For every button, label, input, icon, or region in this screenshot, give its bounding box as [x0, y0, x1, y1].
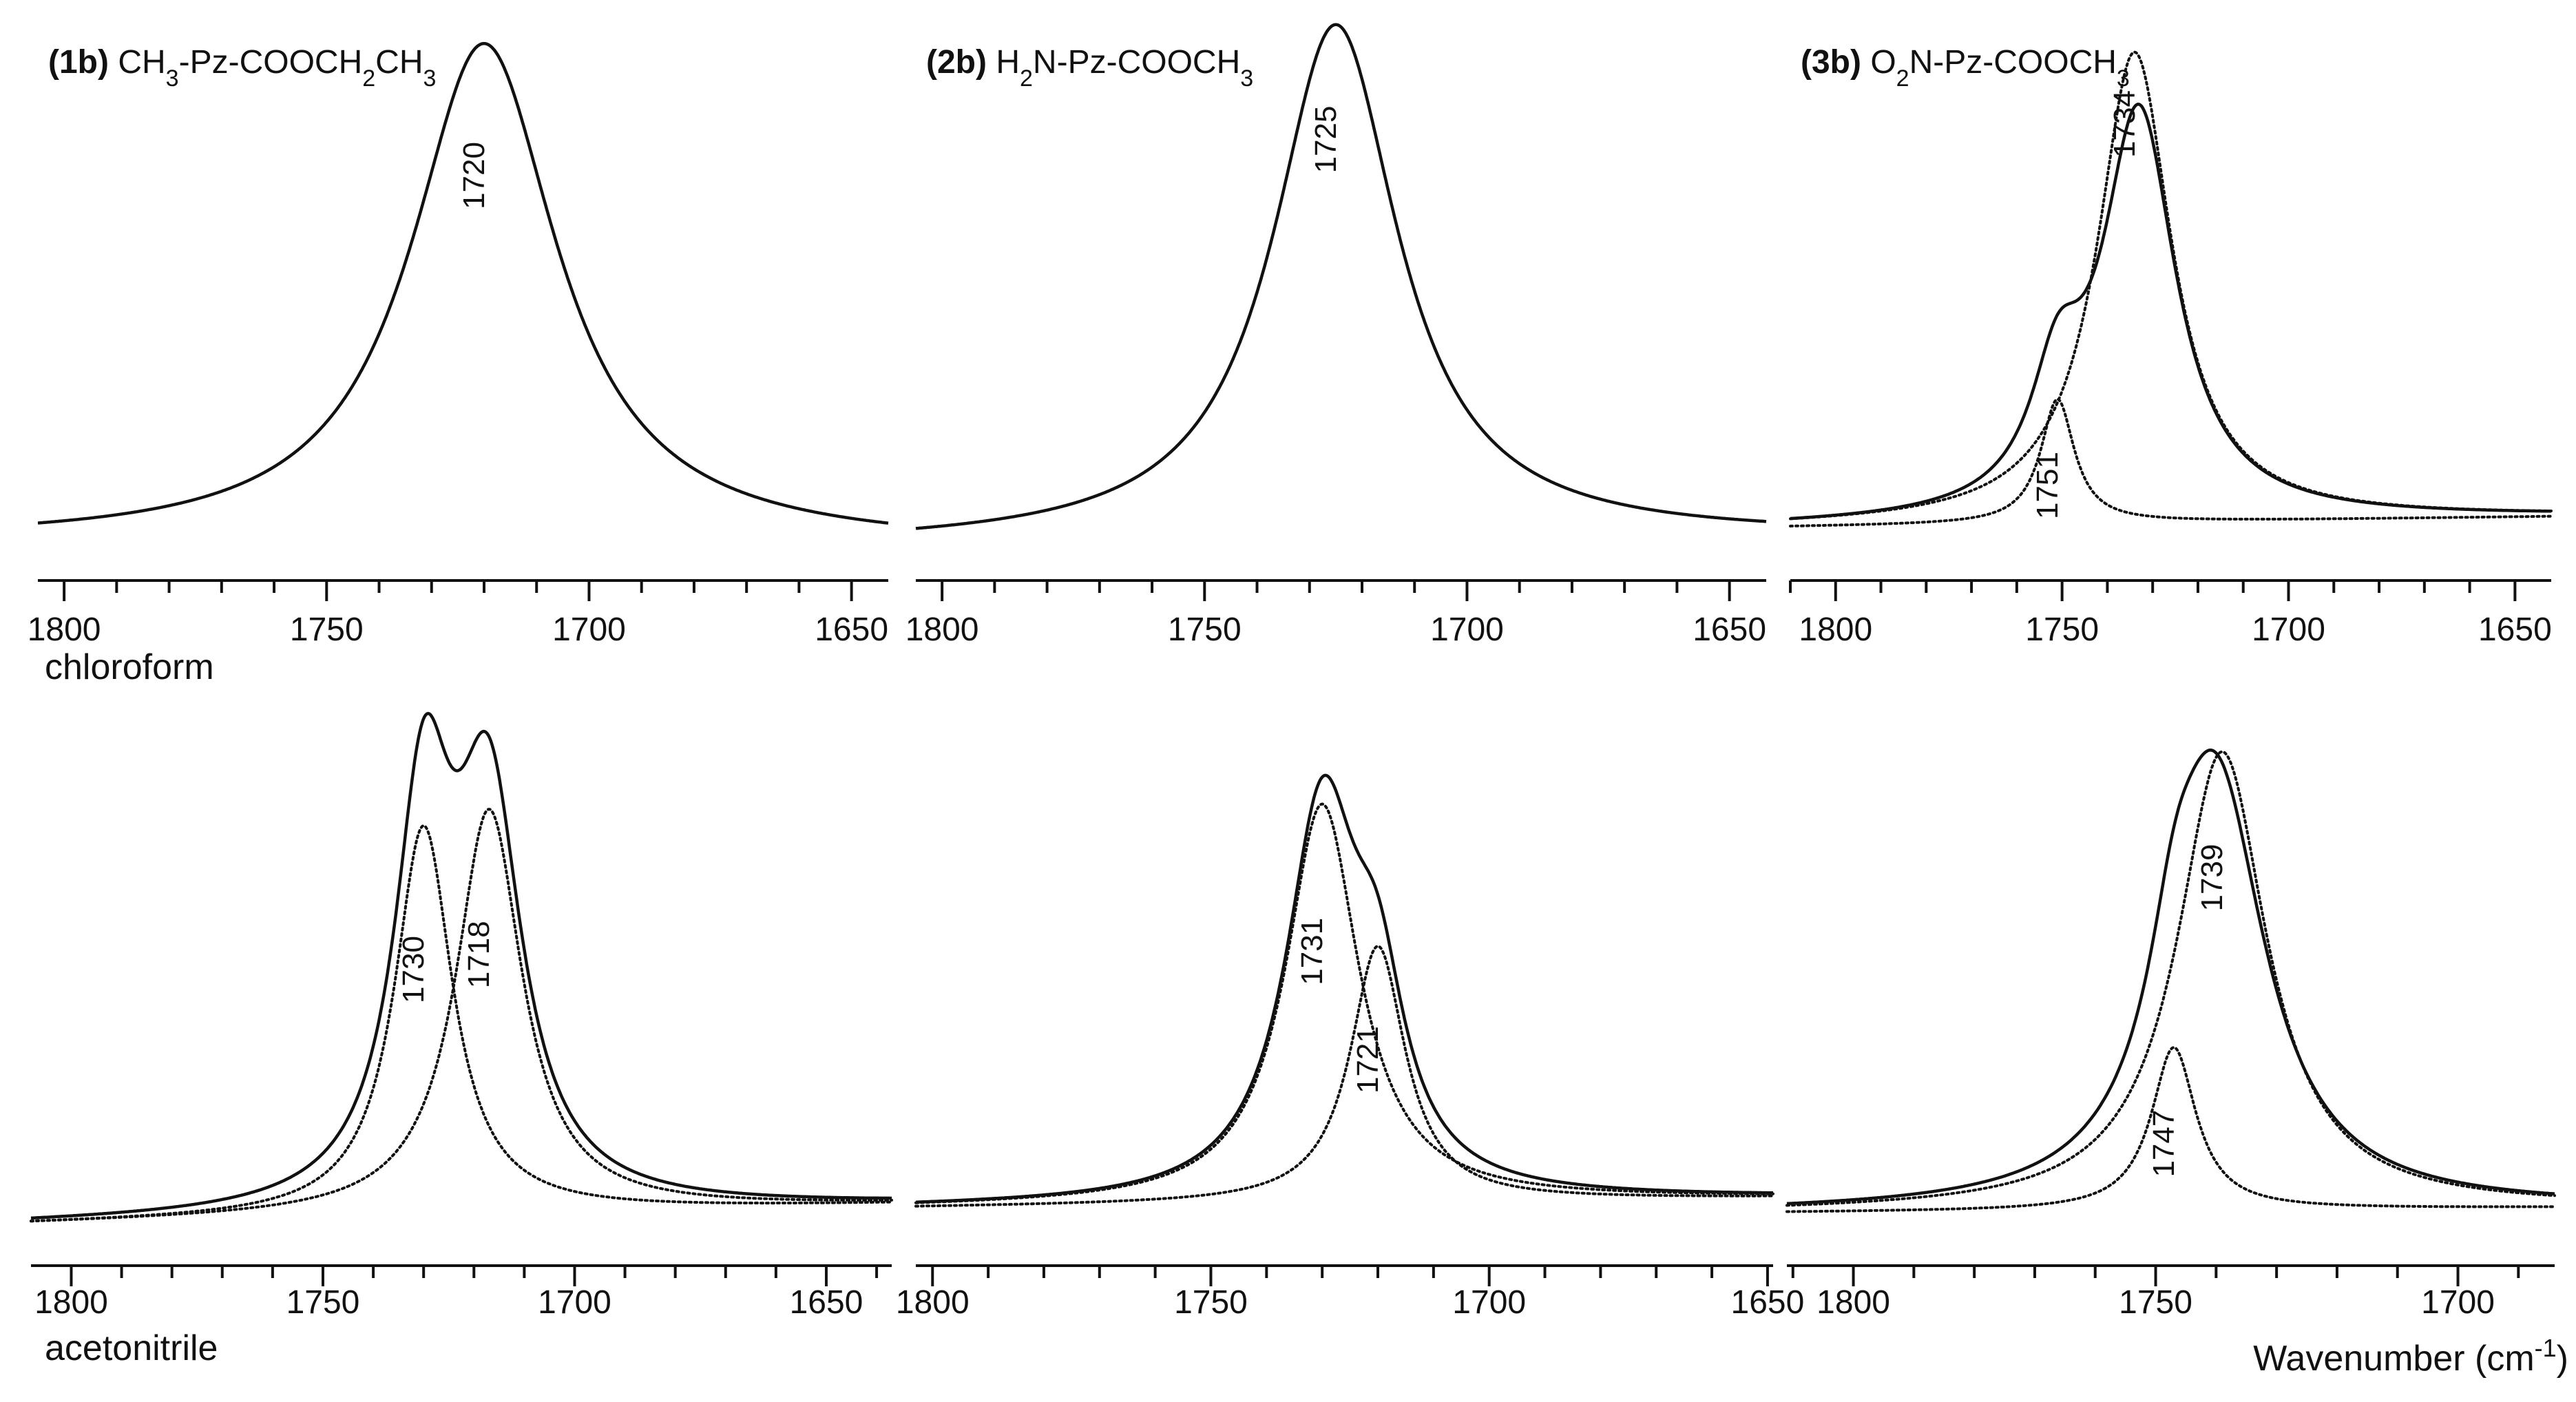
formula-part: 2: [362, 65, 375, 92]
series-spectrum: [37, 41, 889, 525]
formula-part: N-Pz-COOCH: [1909, 44, 2117, 81]
panel-acetonitrile-1: 1800 1750 1700 1650 1730 1718: [30, 711, 893, 1321]
peak-label-1747: 1747: [2147, 1110, 2181, 1178]
compound-id: (1b): [48, 44, 109, 81]
x-tick-label: 1750: [2025, 611, 2099, 648]
x-tick-label: 1650: [1731, 1284, 1805, 1321]
row-label-chloroform: chloroform: [45, 647, 214, 687]
compound-title: (2b) H2N-Pz-COOCH3: [926, 44, 1253, 92]
formula-part: 2: [1896, 65, 1909, 92]
x-axis-title-text: Wavenumber (cm: [2253, 1339, 2534, 1379]
series-sum: [1786, 749, 2555, 1206]
series-sum: [30, 711, 892, 1220]
panel-chloroform-2: 1800 1750 1700 1650 1725 (2b) H2N-Pz-COOCH3: [905, 23, 1767, 648]
row-label-acetonitrile: acetonitrile: [45, 1328, 218, 1368]
panel-acetonitrile-3: 1800 1750 1700 1739 1747: [1786, 749, 2556, 1321]
x-tick-label: 1800: [905, 611, 979, 648]
series-component-1718: [30, 808, 893, 1223]
peak-label-1718: 1718: [462, 921, 496, 988]
x-tick-label: 1700: [1430, 611, 1504, 648]
formula-part: CH: [118, 44, 165, 81]
x-tick-label: 1700: [2252, 611, 2325, 648]
x-tick-label: 1800: [28, 611, 101, 648]
peak-label-1734: 1734: [2108, 90, 2142, 158]
compound-title: (3b) O2N-Pz-COOCH3: [1801, 44, 2130, 92]
x-axis-title-close: ): [2557, 1339, 2568, 1379]
x-tick-label: 1700: [538, 1284, 611, 1321]
formula-part: N-Pz-COOCH: [1033, 44, 1240, 81]
x-tick-label: 1650: [815, 611, 888, 648]
series-sum: [1790, 103, 2551, 521]
x-tick-label: 1700: [552, 611, 626, 648]
x-tick-label: 1800: [896, 1284, 970, 1321]
peak-label-1739: 1739: [2195, 844, 2229, 912]
x-tick-label: 1700: [2421, 1284, 2495, 1321]
peak-label-1725: 1725: [1309, 106, 1343, 174]
formula-part: 3: [1240, 65, 1253, 92]
peak-label-1720: 1720: [457, 142, 491, 209]
series-sum: [916, 773, 1773, 1204]
x-tick-label: 1750: [1174, 1284, 1248, 1321]
x-axis-title: Wavenumber (cm-1): [2253, 1334, 2568, 1379]
x-tick-label: 1800: [1816, 1284, 1890, 1321]
formula-part: 2: [1020, 65, 1033, 92]
x-tick-label: 1750: [286, 1284, 360, 1321]
formula-part: O: [1870, 44, 1896, 81]
x-tick-label: 1650: [790, 1284, 863, 1321]
series-component-1734: [1789, 50, 2553, 521]
x-axis-title-unit: -1: [2535, 1334, 2557, 1362]
x-tick-label: 1800: [1799, 611, 1872, 648]
peak-label-1721: 1721: [1351, 1026, 1385, 1094]
compound-id: (3b): [1801, 44, 1861, 81]
series-component-1731: [914, 802, 1774, 1204]
peak-label-1731: 1731: [1295, 918, 1329, 985]
formula-part: 3: [166, 65, 179, 92]
peak-label-1730: 1730: [397, 936, 430, 1003]
x-tick-label: 1750: [1168, 611, 1242, 648]
compound-id: (2b): [926, 44, 987, 81]
formula-part: 3: [2117, 65, 2130, 92]
series-component-1730: [30, 824, 893, 1223]
x-tick-label: 1800: [34, 1284, 108, 1321]
x-tick-label: 1750: [290, 611, 364, 648]
formula-part: CH: [375, 44, 423, 81]
series-component-1747: [1786, 1046, 2556, 1213]
formula-part: H: [996, 44, 1020, 81]
formula-part: 3: [423, 65, 436, 92]
compound-title: (1b) CH3-Pz-COOCH2CH3: [48, 44, 436, 92]
x-tick-label: 1650: [2478, 611, 2552, 648]
series-component-1751: [1789, 397, 2553, 527]
panel-acetonitrile-2: 1800 1750 1700 1650 1731 1721: [896, 773, 1805, 1321]
x-tick-label: 1650: [1693, 611, 1766, 648]
series-component-1721: [914, 945, 1774, 1208]
panel-chloroform-3: 1800 1750 1700 1650 1734 1751 (3b) O2N-Pz-COOC…: [1789, 44, 2553, 648]
x-tick-label: 1750: [2119, 1284, 2192, 1321]
x-tick-label: 1700: [1452, 1284, 1526, 1321]
formula-part: -Pz-COOCH: [179, 44, 363, 81]
series-component-1739: [1786, 750, 2556, 1207]
series-spectrum: [915, 23, 1767, 530]
peak-label-1751: 1751: [2031, 452, 2064, 519]
